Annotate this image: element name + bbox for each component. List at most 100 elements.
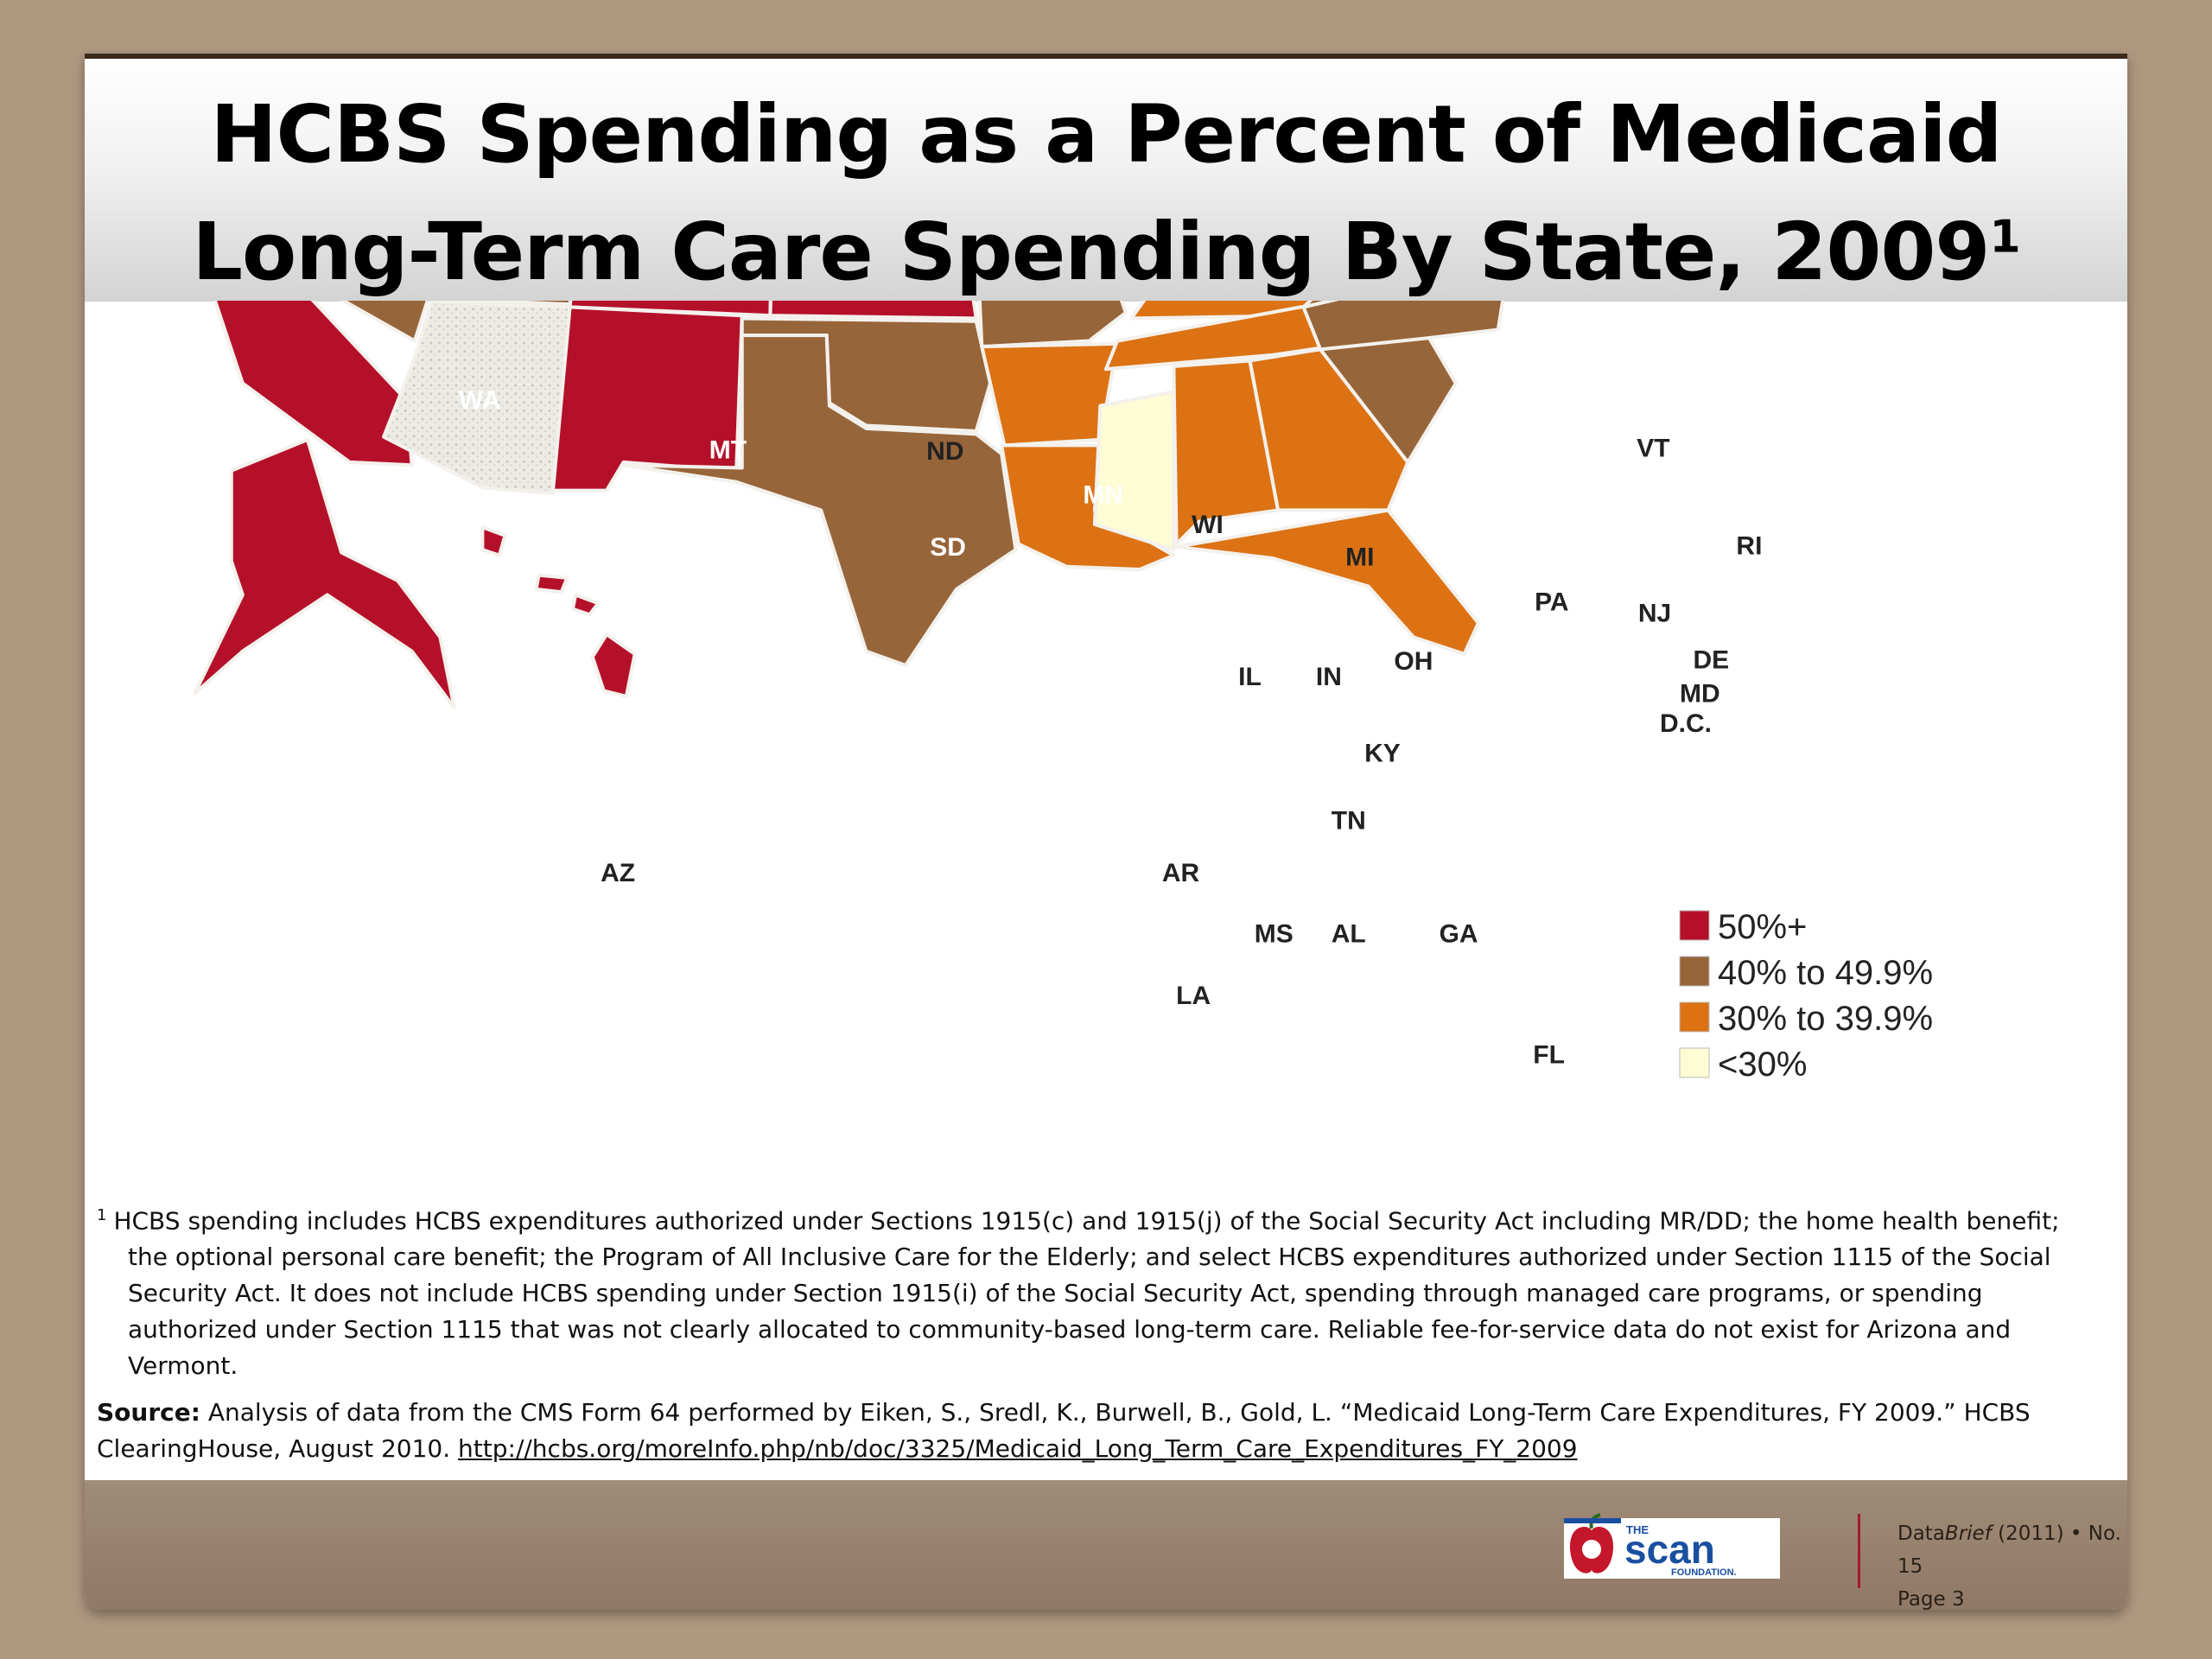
state-label-or: OR xyxy=(415,496,454,524)
logo-the: THE xyxy=(1626,1523,1649,1536)
state-ks xyxy=(768,301,978,321)
state-label-mo: MO xyxy=(1144,739,1185,767)
state-ms xyxy=(1092,390,1176,552)
source: Source: Analysis of data from the CMS Fo… xyxy=(97,1395,2101,1467)
state-label-nj: NJ xyxy=(1638,600,1671,628)
state-label-in: IN xyxy=(1316,663,1342,691)
state-nv xyxy=(340,301,429,343)
state-label-nv: NV xyxy=(477,663,513,691)
state-label-de: DE xyxy=(1694,646,1730,675)
state-label-ga: GA xyxy=(1440,919,1478,948)
state-ca xyxy=(213,301,414,467)
title-footnote-marker: 1 xyxy=(1989,211,2020,264)
state-label-wv: WV xyxy=(1470,692,1511,721)
logo-foundation: FOUNDATION. xyxy=(1671,1567,1737,1578)
state-label-sd: SD xyxy=(930,533,966,562)
state-label-ca: CA xyxy=(376,718,413,747)
state-label-ia: IA xyxy=(1122,609,1147,638)
state-label-ky: KY xyxy=(1364,739,1401,767)
footnote: 1 HCBS spending includes HCBS expenditure… xyxy=(97,1198,2101,1384)
title-line-1: HCBS Spending as a Percent of Medicaid xyxy=(210,88,2003,181)
state-label-md: MD xyxy=(1680,680,1720,709)
us-map: WA OR CA ID MT WY NV UT CO AZ NM ND SD NE KS OK TX MN IA MO… xyxy=(85,301,2127,1247)
state-label-mt: MT xyxy=(709,435,747,464)
state-label-tx: TX xyxy=(974,995,1007,1024)
title-line-2-text: Long-Term Care Spending By State, 2009 xyxy=(192,206,1990,298)
state-label-ct: CT xyxy=(1657,531,1692,560)
state-label-co: CO xyxy=(772,723,810,752)
footer-divider xyxy=(1858,1514,1860,1588)
state-label-sc: SC xyxy=(1518,845,1554,874)
logo-scan: scan xyxy=(1624,1527,1715,1572)
footer-band xyxy=(85,1480,2127,1610)
legend-label: 40% to 49.9% xyxy=(1718,954,1933,992)
legend-swatch xyxy=(1679,1001,1710,1033)
brief-line: DataBrief (2011) • No. 15 xyxy=(1897,1517,2127,1583)
state-label-nc: NC xyxy=(1533,785,1570,813)
data-brief-info: DataBrief (2011) • No. 15 Page 3 xyxy=(1897,1517,2127,1610)
state-ar xyxy=(980,341,1120,448)
logo-bar xyxy=(1564,1518,1621,1523)
state-va xyxy=(1301,301,1339,309)
state-al xyxy=(1172,359,1281,546)
footnote-block: 1 HCBS spending includes HCBS expenditure… xyxy=(97,1198,2101,1467)
state-label-id: ID xyxy=(569,527,595,556)
state-label-mi: MI xyxy=(1345,543,1374,571)
apple-core-icon xyxy=(1582,1540,1601,1559)
state-label-mn: MN xyxy=(1083,481,1123,510)
state-label-ma: MA xyxy=(1662,505,1702,533)
scan-foundation-logo: THE scan FOUNDATION. xyxy=(1564,1513,1780,1579)
state-tx xyxy=(621,333,1018,668)
state-label-wa: WA xyxy=(459,386,500,415)
legend-label: 50%+ xyxy=(1718,908,1807,946)
state-label-ne: NE xyxy=(943,632,979,660)
state-label-nh: NH xyxy=(1677,471,1714,499)
source-label: Source: xyxy=(97,1398,200,1427)
legend-label: <30% xyxy=(1718,1046,1807,1084)
state-label-az: AZ xyxy=(601,859,635,887)
state-label-oh: OH xyxy=(1394,647,1433,676)
state-label-me: ME xyxy=(1705,391,1744,419)
state-label-nd: ND xyxy=(926,437,963,466)
page-title: HCBS Spending as a Percent of Medicaid L… xyxy=(85,76,2127,311)
source-link[interactable]: http://hcbs.org/moreInfo.php/nb/doc/3325… xyxy=(458,1434,1578,1464)
state-label-wi: WI xyxy=(1192,511,1224,539)
slide: HCBS Spending as a Percent of Medicaid L… xyxy=(85,54,2127,1610)
legend-swatch xyxy=(1679,910,1710,941)
state-label-la: LA xyxy=(1176,982,1211,1010)
state-label-vt: VT xyxy=(1637,435,1669,463)
legend-label: 30% to 39.9% xyxy=(1718,1000,1933,1038)
state-mo xyxy=(977,301,1128,349)
source-text: Analysis of data from the CMS Form 64 pe… xyxy=(97,1398,2031,1464)
state-ga xyxy=(1248,347,1410,512)
state-label-pa: PA xyxy=(1535,588,1568,617)
state-label-hi: HI xyxy=(745,1111,771,1140)
state-label-nm: NM xyxy=(757,876,798,905)
title-band: HCBS Spending as a Percent of Medicaid L… xyxy=(85,59,2127,302)
state-fl xyxy=(1174,508,1481,657)
state-nm xyxy=(550,305,744,493)
state-ak xyxy=(193,437,456,710)
state-label-ri: RI xyxy=(1736,531,1762,560)
brief-page: Page 3 xyxy=(1897,1588,1965,1610)
state-label-ar: AR xyxy=(1162,859,1200,887)
state-label-ks: KS xyxy=(979,746,1015,774)
brief-italic: Brief xyxy=(1944,1522,1992,1545)
state-label-dc.: D.C. xyxy=(1660,709,1712,738)
state-label-wy: WY xyxy=(742,571,784,600)
footnote-marker: 1 xyxy=(97,1206,107,1224)
state-label-il: IL xyxy=(1238,663,1262,691)
state-label-al: AL xyxy=(1332,919,1366,948)
footnote-text: HCBS spending includes HCBS expenditures… xyxy=(113,1206,2060,1381)
legend-swatch xyxy=(1679,956,1710,987)
state-label-ok: OK xyxy=(1006,843,1045,872)
state-hi xyxy=(480,525,637,699)
legend-swatch xyxy=(1679,1047,1710,1078)
state-label-ms: MS xyxy=(1255,919,1294,948)
state-label-ak: AK xyxy=(429,1011,467,1039)
state-label-tn: TN xyxy=(1332,807,1366,836)
state-label-fl: FL xyxy=(1533,1041,1565,1070)
state-ut xyxy=(439,301,573,307)
state-nc xyxy=(1301,301,1505,352)
brief-number: (2011) • No. 15 xyxy=(1897,1522,2121,1578)
